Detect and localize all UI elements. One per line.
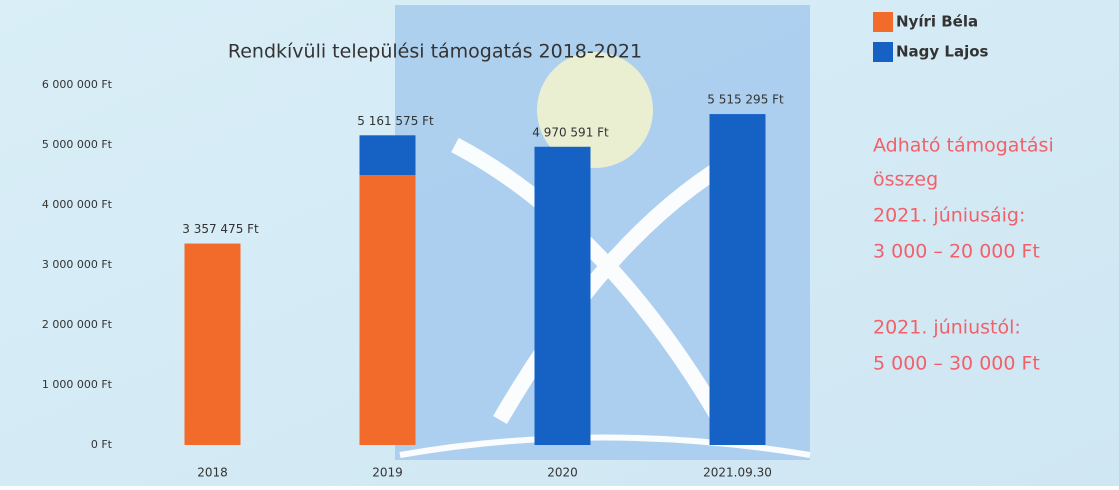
annotation: 2021. júniusáig: [873, 205, 1025, 227]
y-tick-label: 4 000 000 Ft [42, 198, 113, 211]
annotation: Adható támogatási [873, 135, 1054, 157]
total-label: 5 515 295 Ft [707, 93, 784, 107]
legend-swatch [873, 12, 893, 32]
bar [360, 135, 416, 175]
total-label: 4 970 591 Ft [532, 125, 609, 139]
bar [360, 175, 416, 445]
y-tick-label: 1 000 000 Ft [42, 378, 113, 391]
annotation: 5 000 – 30 000 Ft [873, 353, 1040, 375]
chart-title: Rendkívüli települési támogatás 2018-202… [228, 41, 642, 63]
annotation: 2021. júniustól: [873, 317, 1021, 339]
y-tick-label: 3 000 000 Ft [42, 258, 113, 271]
annotation: 3 000 – 20 000 Ft [873, 241, 1040, 263]
legend-label: Nagy Lajos [896, 43, 989, 61]
total-label: 5 161 575 Ft [357, 114, 434, 128]
bar [185, 244, 241, 445]
legend-label: Nyíri Béla [896, 13, 978, 31]
bar [710, 114, 766, 445]
chart: Rendkívüli települési támogatás 2018-202… [0, 0, 1119, 486]
x-tick-label: 2019 [372, 466, 403, 480]
y-tick-label: 2 000 000 Ft [42, 318, 113, 331]
y-tick-label: 0 Ft [91, 438, 113, 451]
y-tick-label: 6 000 000 Ft [42, 78, 113, 91]
legend-swatch [873, 42, 893, 62]
bar [535, 147, 591, 445]
x-tick-label: 2021.09.30 [703, 466, 772, 480]
x-tick-label: 2018 [197, 466, 228, 480]
total-label: 3 357 475 Ft [182, 222, 259, 236]
x-tick-label: 2020 [547, 466, 578, 480]
y-tick-label: 5 000 000 Ft [42, 138, 113, 151]
annotation: összeg [873, 169, 938, 191]
